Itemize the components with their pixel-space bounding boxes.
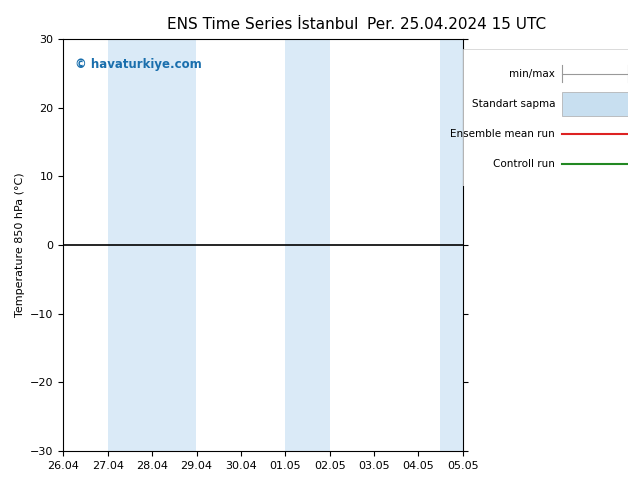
- Bar: [562, 92, 628, 116]
- Text: ENS Time Series İstanbul: ENS Time Series İstanbul: [167, 17, 359, 32]
- FancyBboxPatch shape: [463, 49, 628, 186]
- Text: min/max: min/max: [509, 69, 555, 79]
- Text: Standart sapma: Standart sapma: [472, 99, 555, 109]
- Y-axis label: Temperature 850 hPa (°C): Temperature 850 hPa (°C): [15, 172, 25, 318]
- Bar: [441, 39, 465, 451]
- Bar: [152, 39, 197, 451]
- Text: © havaturkiye.com: © havaturkiye.com: [75, 58, 202, 71]
- Bar: [307, 39, 330, 451]
- Bar: [108, 39, 152, 451]
- Bar: [285, 39, 307, 451]
- Text: Per. 25.04.2024 15 UTC: Per. 25.04.2024 15 UTC: [367, 17, 546, 32]
- Text: Ensemble mean run: Ensemble mean run: [450, 129, 555, 139]
- Text: Controll run: Controll run: [493, 159, 555, 169]
